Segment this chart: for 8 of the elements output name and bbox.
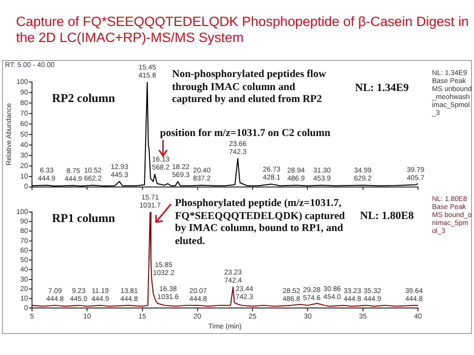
annotation: RP1 column <box>52 211 116 225</box>
annotation: NL: 1.34E9 <box>355 82 409 94</box>
annotation: RP2 column <box>52 91 116 105</box>
chart-title: Capture of FQ*SEEQQQTEDELQDK Phosphopeptide of β-Casein Digest in the 2D LC(IMAC+RP)-MS/MS System <box>16 14 470 46</box>
annotation: NL: 1.80E8 <box>360 210 415 222</box>
annotation: position for m/z=1031.7 on C2 column <box>160 128 332 140</box>
annotation: Non-phosphorylated peptides flow through IMAC column and captured by and eluted from RP2 <box>172 69 328 106</box>
annotation: Phosphorylated peptide (m/z=1031.7, FQ*SEEQQQTEDELQDK) captured by IMAC column, bound to RP1, and eluted. <box>175 198 346 248</box>
